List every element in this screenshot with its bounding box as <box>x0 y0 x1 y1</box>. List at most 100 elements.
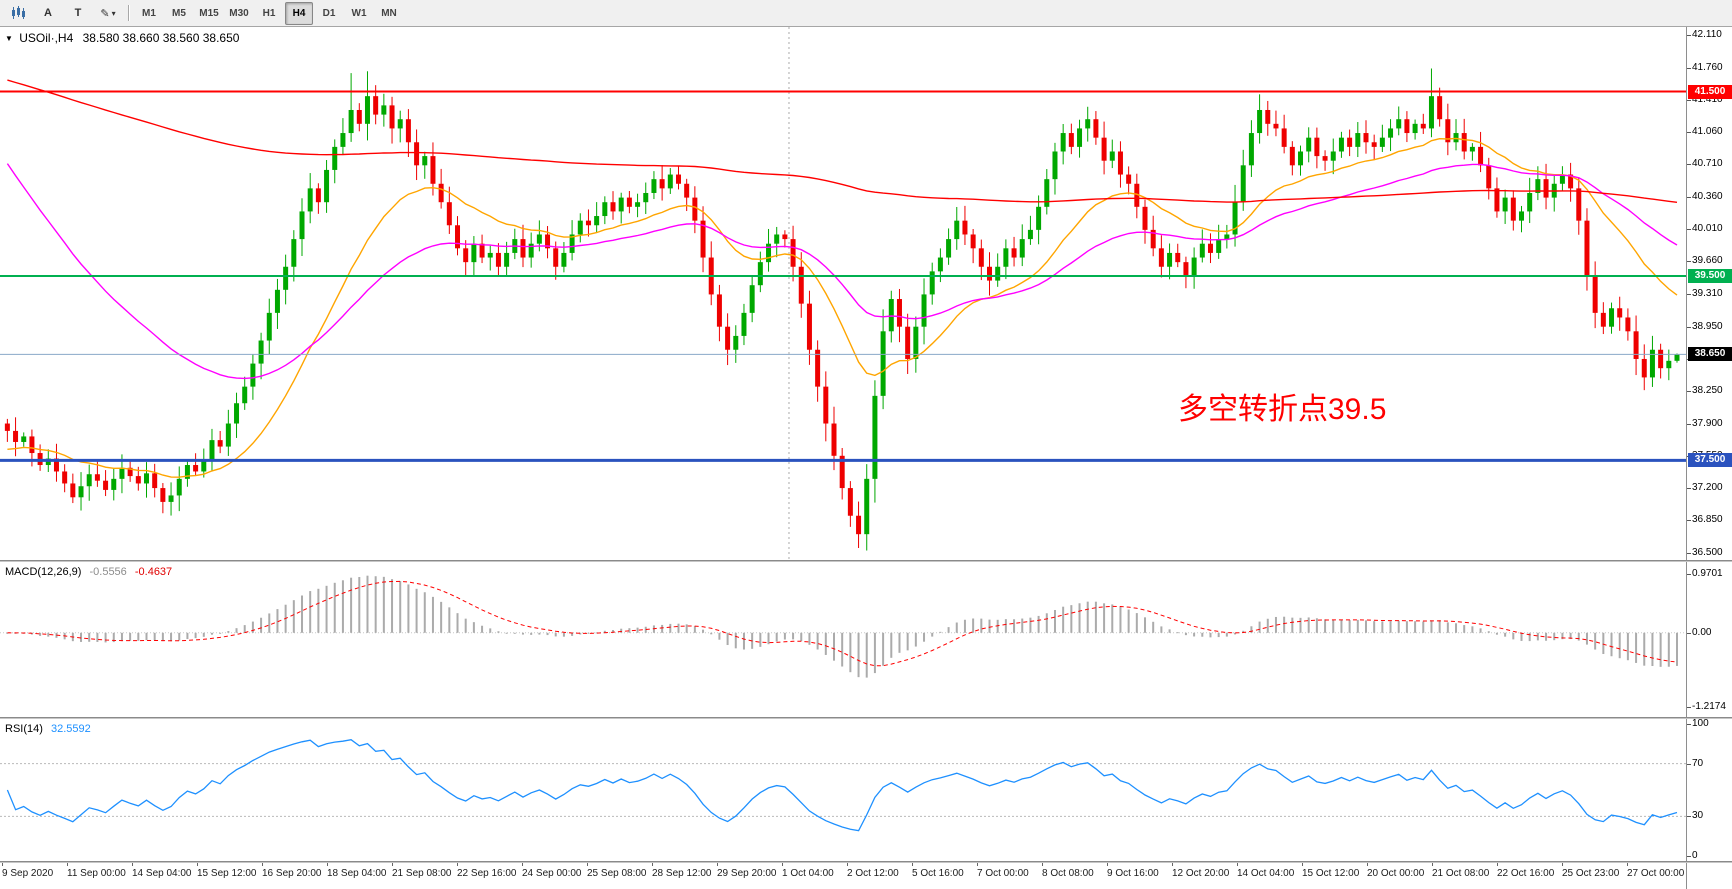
chart-title: ▼ USOil·,H4 38.580 38.660 38.560 38.650 <box>5 31 239 45</box>
macd-axis-label: 0.00 <box>1692 626 1712 638</box>
chart-menu-icon[interactable]: ▼ <box>5 34 13 43</box>
time-tick-mark <box>132 862 133 866</box>
time-tick-mark <box>1237 862 1238 866</box>
macd-main-value: -0.5556 <box>89 566 127 578</box>
macd-histogram <box>6 575 1678 678</box>
panel-separator[interactable] <box>0 560 1732 562</box>
timeframe-button-m5[interactable]: M5 <box>172 7 186 19</box>
price-axis-label: 38.250 <box>1692 385 1723 397</box>
axis-tick-mark <box>1687 488 1691 490</box>
time-tick-mark <box>1107 862 1108 866</box>
axis-tick-mark <box>1687 35 1691 37</box>
cursor-tool-button[interactable]: A <box>44 7 52 19</box>
rsi-value: 32.5592 <box>50 723 91 735</box>
timeframe-button-w1[interactable]: W1 <box>351 7 367 19</box>
axis-tick-mark <box>1687 391 1691 393</box>
macd-signal-line <box>7 580 1678 667</box>
time-tick-mark <box>2 862 3 866</box>
time-axis-label: 15 Sep 12:00 <box>197 868 257 879</box>
time-axis-label: 21 Oct 08:00 <box>1432 868 1490 879</box>
axis-tick-mark <box>1687 261 1691 263</box>
time-axis-label: 14 Sep 04:00 <box>132 868 192 879</box>
ma-line-slow <box>7 79 1678 203</box>
timeframe-button-m15[interactable]: M15 <box>199 7 219 19</box>
symbol-period-label: USOil·,H4 <box>19 31 74 45</box>
time-axis-label: 9 Sep 2020 <box>2 868 54 879</box>
rsi-name: RSI(14) <box>5 723 43 735</box>
time-tick-mark <box>1562 862 1563 866</box>
macd-axis-label: -1.2174 <box>1692 700 1726 712</box>
time-axis-label: 8 Oct 08:00 <box>1042 868 1094 879</box>
timeframe-button-m1[interactable]: M1 <box>142 7 156 19</box>
price-axis[interactable]: 42.110 41.760 41.410 41.060 40.710 40.360 40.0… <box>1686 27 1732 889</box>
ma-line-medium <box>6 163 1678 380</box>
time-axis-label: 24 Sep 00:00 <box>522 868 582 879</box>
timeframe-button-h1[interactable]: H1 <box>262 7 276 19</box>
axis-tick-mark <box>1687 706 1691 708</box>
time-axis-label: 2 Oct 12:00 <box>847 868 899 879</box>
price-axis-label: 40.010 <box>1692 222 1723 234</box>
price-axis-label: 41.060 <box>1692 126 1723 138</box>
timeframe-button-h4[interactable]: H4 <box>285 1 313 25</box>
price-axis-label: 41.760 <box>1692 61 1723 73</box>
axis-tick-mark <box>1687 763 1691 765</box>
axis-tick-mark <box>1687 520 1691 522</box>
macd-label: MACD(12,26,9) -0.5556 -0.4637 <box>5 566 172 578</box>
macd-panel[interactable] <box>0 562 1686 717</box>
ma-line-fast <box>7 137 1678 478</box>
timeframe-button-mn[interactable]: MN <box>381 7 397 19</box>
time-tick-mark <box>847 862 848 866</box>
time-tick-mark <box>262 862 263 866</box>
panel-separator[interactable] <box>0 717 1732 719</box>
time-tick-mark <box>977 862 978 866</box>
text-tool-button[interactable]: T <box>74 7 82 19</box>
time-axis[interactable]: 9 Sep 2020 11 Sep 00:00 14 Sep 04:00 15 Sep… <box>0 862 1686 889</box>
axis-tick-mark <box>1687 326 1691 328</box>
price-axis-label: 41.410 <box>1692 93 1723 105</box>
pencil-icon: ✎ <box>100 7 110 20</box>
time-tick-mark <box>587 862 588 866</box>
axis-tick-mark <box>1687 164 1691 166</box>
timeframe-button-m30[interactable]: M30 <box>229 7 249 19</box>
timeframe-group: M1 M5 M15 M30 H1 H4 D1 W1 MN <box>134 1 404 25</box>
rsi-axis-label: 100 <box>1692 718 1709 729</box>
level-price-tag: 41.500 <box>1688 84 1732 99</box>
time-axis-label: 15 Oct 12:00 <box>1302 868 1360 879</box>
panel-separator[interactable] <box>0 861 1732 863</box>
axis-tick-mark <box>1687 816 1691 818</box>
rsi-axis-label: 30 <box>1692 810 1704 822</box>
axis-tick-mark <box>1687 67 1691 69</box>
time-tick-mark <box>327 862 328 866</box>
axis-tick-mark <box>1687 196 1691 198</box>
macd-signal-value: -0.4637 <box>134 566 173 578</box>
timeframe-button-d1[interactable]: D1 <box>322 7 336 19</box>
axis-tick-mark <box>1687 552 1691 554</box>
macd-axis-label: 0.9701 <box>1692 567 1723 579</box>
axis-tick-mark <box>1687 856 1691 857</box>
time-axis-label: 29 Sep 20:00 <box>717 868 777 879</box>
time-tick-mark <box>782 862 783 866</box>
time-tick-mark <box>652 862 653 866</box>
axis-tick-mark <box>1687 293 1691 295</box>
rsi-panel[interactable] <box>0 719 1686 861</box>
candlesticks[interactable] <box>4 68 1680 551</box>
axis-tick-mark <box>1687 573 1691 575</box>
time-tick-mark <box>1627 862 1628 866</box>
time-axis-label: 25 Oct 23:00 <box>1562 868 1620 879</box>
main-chart[interactable] <box>0 27 1686 560</box>
time-tick-mark <box>1367 862 1368 866</box>
toolbar: A T ✎ ▾ M1 M5 M15 M30 H1 H4 D1 W1 MN <box>0 0 1732 27</box>
price-axis-label: 39.660 <box>1692 255 1723 267</box>
axis-tick-mark <box>1687 99 1691 101</box>
candlestick-chart-icon <box>12 6 25 19</box>
time-tick-mark <box>1172 862 1173 866</box>
draw-tools-button[interactable]: ✎ ▾ <box>94 2 122 25</box>
time-tick-mark <box>67 862 68 866</box>
chart-type-button[interactable] <box>4 2 32 25</box>
time-axis-label: 14 Oct 04:00 <box>1237 868 1295 879</box>
time-tick-mark <box>912 862 913 866</box>
macd-name: MACD(12,26,9) <box>5 566 82 578</box>
price-axis-label: 39.310 <box>1692 287 1723 299</box>
time-tick-mark <box>1497 862 1498 866</box>
